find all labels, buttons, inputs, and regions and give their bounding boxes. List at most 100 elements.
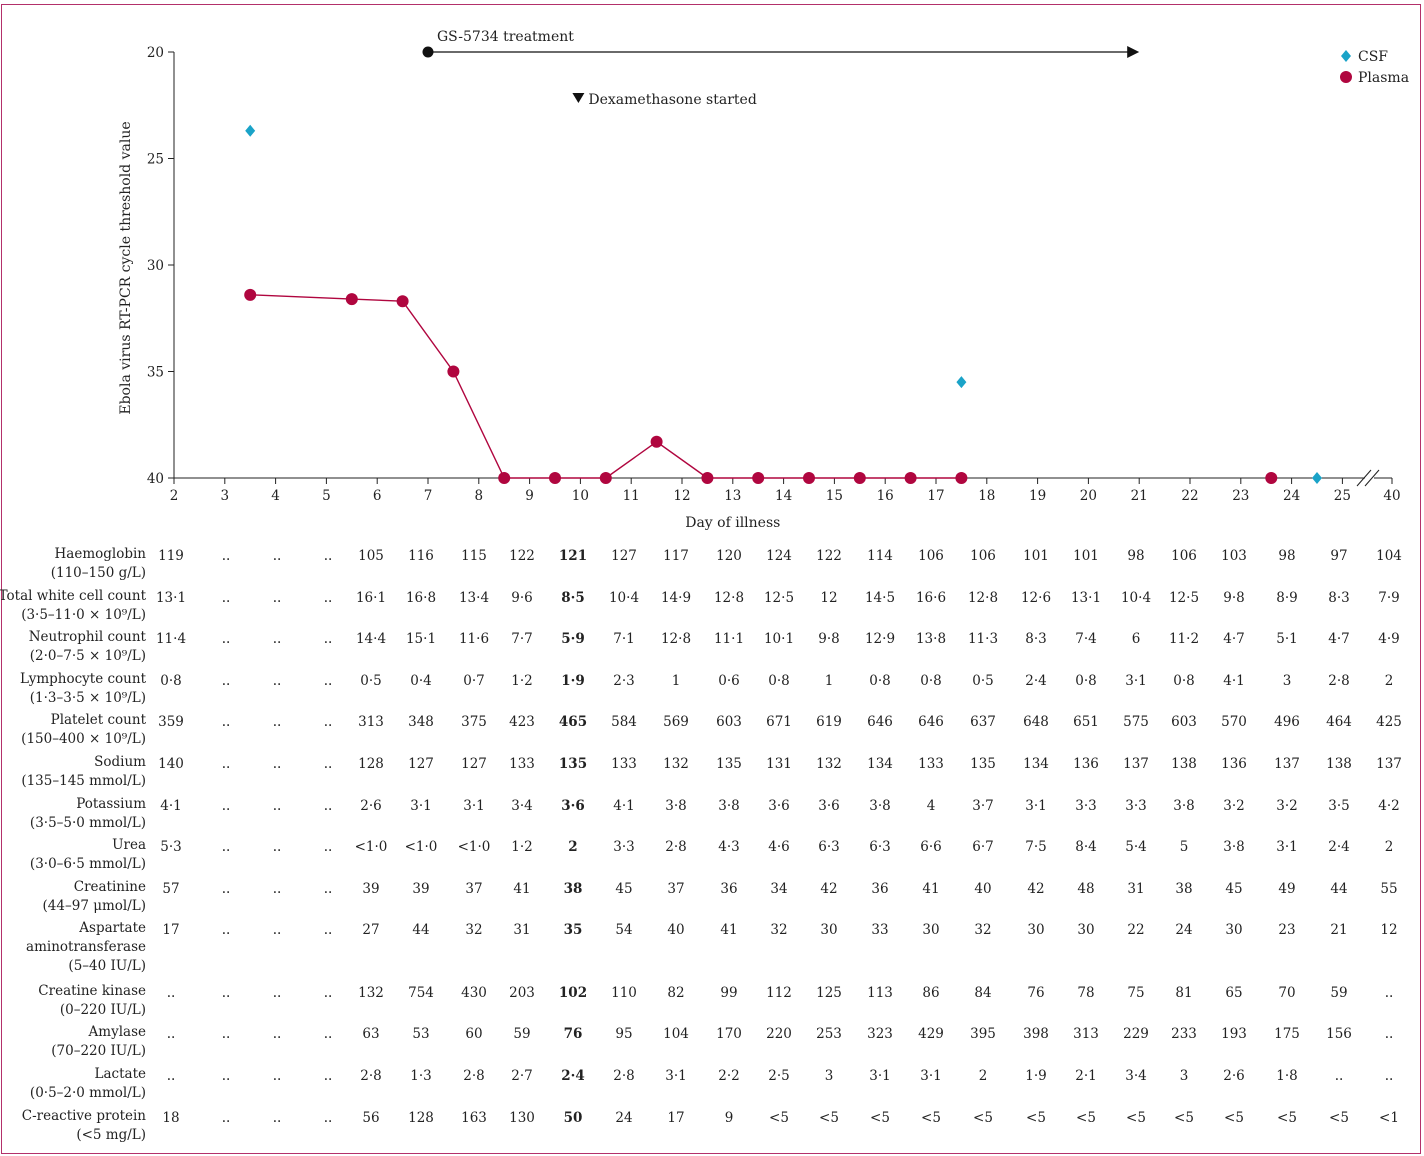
table-cell: .. <box>221 756 231 772</box>
table-cell: 44 <box>1330 881 1348 897</box>
table-cell: 2·4 <box>1328 839 1350 855</box>
table-cell: 496 <box>1274 714 1300 730</box>
table-cell: 3 <box>824 1068 834 1084</box>
table-cell: 14·5 <box>864 590 896 606</box>
table-cell: 648 <box>1023 714 1049 730</box>
row-label-line: Sodium <box>94 754 146 770</box>
table-cell: 1·8 <box>1276 1068 1298 1084</box>
table-cell: 13·1 <box>155 590 187 606</box>
table-cell: 16·6 <box>915 590 947 606</box>
table-cell: 6·3 <box>869 839 891 855</box>
plasma-point <box>752 472 765 484</box>
table-cell: 398 <box>1023 1026 1049 1042</box>
table-cell: 3 <box>1282 673 1292 689</box>
y-tick-label: 30 <box>147 258 164 274</box>
table-cell: .. <box>221 714 231 730</box>
table-cell: 132 <box>816 756 842 772</box>
table-cell: 1·2 <box>511 673 533 689</box>
plasma-point <box>345 293 358 306</box>
table-cell: .. <box>272 798 282 814</box>
table-cell: <1·0 <box>404 839 438 855</box>
table-cell: 17 <box>162 922 180 938</box>
table-cell: 56 <box>362 1110 380 1126</box>
table-cell: 3·8 <box>665 798 687 814</box>
table-cell: 12·5 <box>1168 590 1200 606</box>
table-cell: 70 <box>1278 985 1296 1001</box>
table-cell: 8·4 <box>1075 839 1097 855</box>
table-cell: 59 <box>513 1026 531 1042</box>
plasma-point <box>549 472 561 484</box>
table-cell: 45 <box>1225 881 1243 897</box>
table-cell: 156 <box>1326 1026 1352 1042</box>
csf-point <box>956 376 967 389</box>
table-cell: 36 <box>720 881 738 897</box>
dexamethasone-label: Dexamethasone started <box>588 92 756 108</box>
row-label-line: Aspartate <box>79 920 146 936</box>
table-cell: 619 <box>816 714 842 730</box>
table-cell: 2·3 <box>613 673 635 689</box>
table-cell: 5·3 <box>160 839 182 855</box>
table-cell: <5 <box>1329 1110 1349 1126</box>
table-cell: 101 <box>1073 548 1099 564</box>
table-cell: 122 <box>816 548 842 564</box>
table-cell: 637 <box>970 714 996 730</box>
table-cell: 3·8 <box>869 798 891 814</box>
table-cell: 32 <box>974 922 992 938</box>
table-cell: 12 <box>820 590 838 606</box>
table-cell: 106 <box>918 548 944 564</box>
table-cell: 41 <box>922 881 940 897</box>
table-cell: 134 <box>867 756 893 772</box>
table-cell: 3·2 <box>1276 798 1298 814</box>
table-cell: 313 <box>1073 1026 1099 1042</box>
row-label-line: (1·3–3·5 × 10⁹/L) <box>29 690 146 706</box>
table-cell: .. <box>221 590 231 606</box>
table-cell: 102 <box>558 985 588 1001</box>
table-cell: 2·5 <box>768 1068 790 1084</box>
table-cell: 313 <box>358 714 384 730</box>
table-cell: 33 <box>871 922 889 938</box>
table-cell: 2 <box>568 839 578 855</box>
table-cell: 11·4 <box>155 631 187 647</box>
table-cell: 106 <box>970 548 996 564</box>
x-tick-label: 40 <box>1383 488 1400 504</box>
x-tick-label: 21 <box>1131 488 1148 504</box>
table-cell: .. <box>272 714 282 730</box>
table-cell: 32 <box>465 922 483 938</box>
table-cell: 12·9 <box>864 631 896 647</box>
table-cell: 75 <box>1127 985 1145 1001</box>
table-cell: 24 <box>615 1110 633 1126</box>
table-cell: 375 <box>461 714 487 730</box>
table-cell: 3·1 <box>1276 839 1298 855</box>
table-cell: 464 <box>1326 714 1352 730</box>
table-cell: 36 <box>871 881 889 897</box>
plasma-point <box>1265 472 1278 484</box>
table-cell: 5·4 <box>1125 839 1147 855</box>
table-cell: 2 <box>1384 839 1394 855</box>
table-cell: 42 <box>820 881 838 897</box>
table-cell: 11·2 <box>1168 631 1200 647</box>
table-cell: 3·2 <box>1223 798 1245 814</box>
table-cell: 4·1 <box>613 798 635 814</box>
table-cell: 430 <box>461 985 487 1001</box>
x-tick-label: 18 <box>978 488 995 504</box>
table-cell: .. <box>323 673 333 689</box>
row-label-line: Total white cell count <box>0 588 146 604</box>
table-cell: 0·8 <box>1173 673 1195 689</box>
table-cell: 34 <box>770 881 788 897</box>
table-cell: 4 <box>926 798 936 814</box>
table-cell: 59 <box>1330 985 1348 1001</box>
row-label-line: (5–40 IU/L) <box>68 958 146 974</box>
table-cell: 3·7 <box>972 798 994 814</box>
table-cell: .. <box>323 714 333 730</box>
x-tick-label: 7 <box>424 488 433 504</box>
table-cell: 9·8 <box>1223 590 1245 606</box>
table-cell: 23 <box>1278 922 1296 938</box>
table-cell: 14·4 <box>355 631 387 647</box>
table-cell: 125 <box>816 985 842 1001</box>
table-cell: 3·1 <box>463 798 485 814</box>
table-cell: 104 <box>663 1026 689 1042</box>
table-cell: 3·8 <box>1173 798 1195 814</box>
table-cell: 76 <box>563 1026 583 1042</box>
table-cell: 220 <box>766 1026 792 1042</box>
x-tick-label: 14 <box>775 488 792 504</box>
